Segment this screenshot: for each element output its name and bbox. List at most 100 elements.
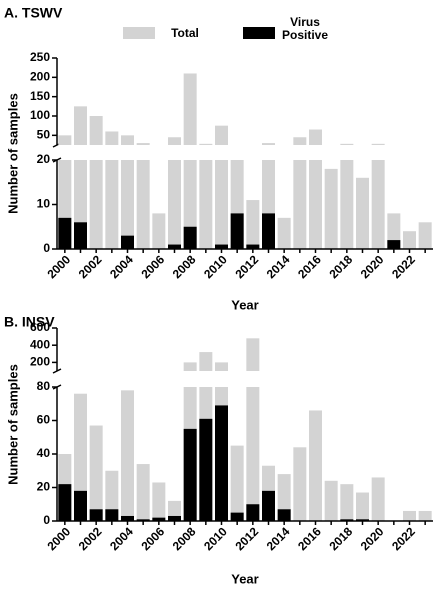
- x-tick-label: 2016: [295, 252, 324, 281]
- bar: [74, 222, 87, 249]
- bar: [199, 418, 213, 521]
- bar: [152, 517, 166, 521]
- bar: [230, 213, 244, 249]
- bar: [136, 160, 150, 249]
- y-tick-label: 250: [30, 50, 50, 64]
- bar-upper: [58, 135, 72, 145]
- x-tick-label: 2006: [138, 252, 167, 281]
- bar-upper: [309, 129, 322, 145]
- x-tick-label: 2014: [264, 524, 293, 553]
- bar: [230, 445, 244, 521]
- bar: [121, 235, 134, 249]
- legend-label: Total: [171, 26, 199, 40]
- bar: [105, 509, 119, 521]
- bar: [387, 240, 401, 249]
- bar: [121, 390, 134, 521]
- x-tick-label: 2010: [201, 252, 230, 281]
- x-tick-label: 2010: [201, 524, 230, 553]
- x-tick-label: 2020: [358, 252, 387, 281]
- x-tick-label: 2000: [44, 524, 73, 553]
- y-tick-label: 400: [30, 337, 50, 351]
- bar: [246, 200, 260, 249]
- x-tick-label: 2002: [76, 524, 105, 553]
- bar: [293, 160, 307, 249]
- bar: [121, 515, 134, 521]
- y-tick-label: 0: [43, 241, 50, 255]
- bar: [371, 477, 385, 521]
- y-tick-label: 0: [43, 513, 50, 527]
- y-tick-label: 150: [30, 89, 50, 103]
- bar: [403, 510, 416, 521]
- bar: [58, 484, 72, 521]
- bar-upper: [74, 106, 87, 145]
- bar-upper: [183, 362, 197, 371]
- x-tick-label: 2008: [170, 252, 199, 281]
- bar: [293, 447, 307, 521]
- bar: [371, 160, 385, 249]
- bar: [136, 519, 150, 521]
- x-axis-label: Year: [231, 571, 258, 586]
- y-tick-label: 100: [30, 108, 50, 122]
- y-axis-label: Number of samples: [5, 364, 20, 485]
- bar: [168, 515, 181, 521]
- bar: [74, 490, 87, 521]
- bar-upper: [340, 143, 354, 145]
- bar: [262, 213, 275, 249]
- x-tick-label: 2022: [389, 524, 418, 553]
- x-tick-label: 2020: [358, 524, 387, 553]
- bar: [262, 490, 275, 521]
- bar: [168, 244, 181, 249]
- bar: [105, 160, 119, 249]
- bar: [105, 470, 119, 521]
- y-tick-label: 20: [37, 152, 51, 166]
- bar: [89, 509, 103, 521]
- bar: [89, 160, 103, 249]
- bar: [246, 387, 260, 521]
- axis-break: [52, 368, 62, 374]
- bar-upper: [121, 135, 134, 145]
- bar: [403, 231, 416, 249]
- bar: [356, 177, 369, 249]
- bar: [152, 213, 166, 249]
- bar: [121, 160, 134, 249]
- bar-upper: [215, 125, 228, 145]
- bar: [340, 484, 354, 521]
- bar-upper: [246, 338, 260, 371]
- bar: [89, 425, 103, 521]
- bar: [340, 519, 354, 521]
- x-tick-label: 2008: [170, 524, 199, 553]
- y-tick-label: 50: [37, 128, 51, 142]
- x-tick-label: 2018: [326, 252, 355, 281]
- bar: [277, 217, 291, 249]
- x-tick-label: 2012: [232, 524, 261, 553]
- bar: [199, 160, 213, 249]
- panel-title: B. INSV: [4, 314, 55, 330]
- x-tick-label: 2014: [264, 252, 293, 281]
- bar-upper: [89, 116, 103, 145]
- x-tick-label: 2022: [389, 252, 418, 281]
- bar: [324, 168, 338, 249]
- bar-upper: [199, 352, 213, 371]
- bar: [58, 217, 72, 249]
- bar-upper: [199, 143, 213, 145]
- bar: [168, 160, 181, 249]
- legend-label: Virus Positive: [281, 15, 329, 42]
- bar: [309, 410, 322, 521]
- bar: [230, 512, 244, 521]
- x-tick-label: 2004: [107, 252, 136, 281]
- bar-upper: [168, 137, 181, 145]
- y-tick-label: 40: [37, 446, 51, 460]
- bar: [246, 244, 260, 249]
- bar: [418, 222, 432, 249]
- y-tick-label: 10: [37, 197, 51, 211]
- legend-swatch: [123, 27, 155, 39]
- bar: [324, 480, 338, 521]
- bar-upper: [105, 131, 119, 145]
- bar: [152, 482, 166, 521]
- x-tick-label: 2000: [44, 252, 73, 281]
- bar: [246, 504, 260, 521]
- bar-upper: [262, 143, 275, 145]
- x-tick-label: 2016: [295, 524, 324, 553]
- bar: [215, 244, 228, 249]
- bar-upper: [136, 143, 150, 145]
